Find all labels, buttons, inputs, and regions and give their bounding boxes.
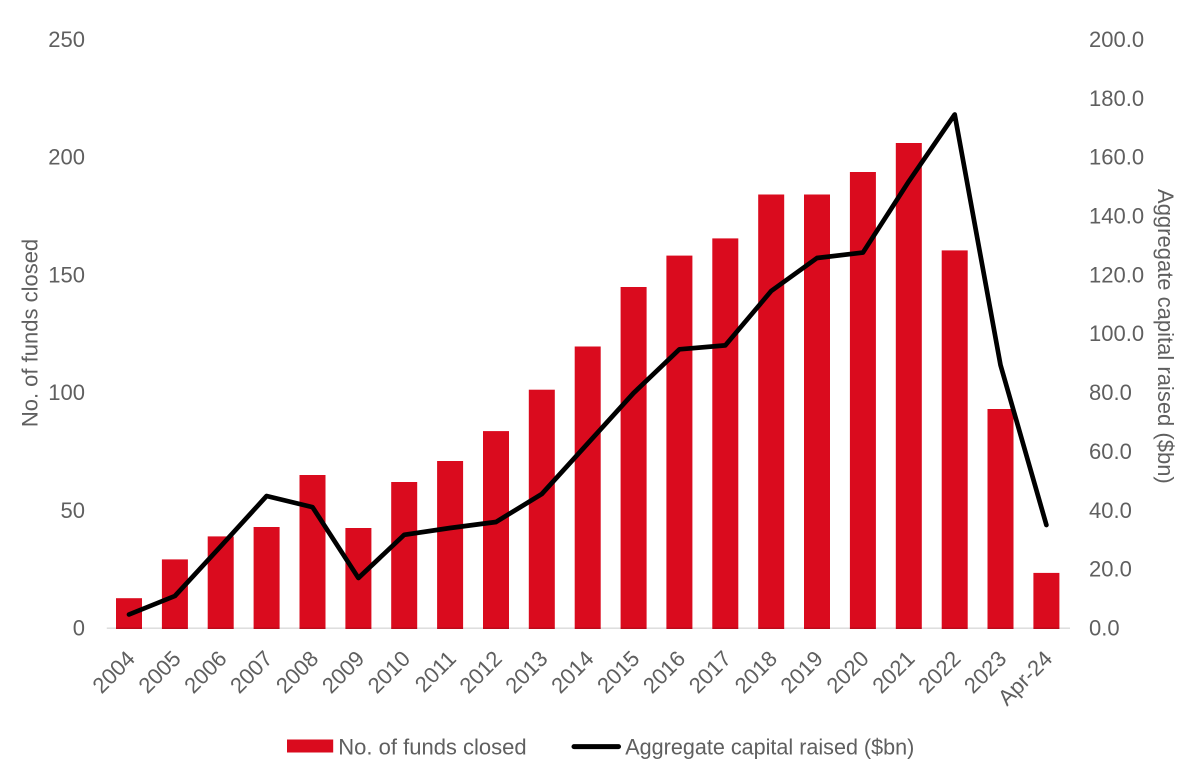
svg-text:No. of funds closed: No. of funds closed xyxy=(18,239,43,427)
svg-text:40.0: 40.0 xyxy=(1089,498,1132,523)
svg-text:80.0: 80.0 xyxy=(1089,380,1132,405)
svg-text:No. of funds closed: No. of funds closed xyxy=(338,734,526,759)
svg-text:0.0: 0.0 xyxy=(1089,616,1120,641)
svg-text:50: 50 xyxy=(61,498,85,523)
svg-text:Aggregate capital raised ($bn): Aggregate capital raised ($bn) xyxy=(1153,189,1178,484)
svg-text:250: 250 xyxy=(48,27,85,52)
svg-text:150: 150 xyxy=(48,262,85,287)
svg-text:200.0: 200.0 xyxy=(1089,27,1144,52)
svg-text:140.0: 140.0 xyxy=(1089,204,1144,229)
svg-text:200: 200 xyxy=(48,145,85,170)
svg-text:0: 0 xyxy=(73,616,85,641)
svg-text:120.0: 120.0 xyxy=(1089,262,1144,287)
svg-text:100.0: 100.0 xyxy=(1089,321,1144,346)
svg-text:20.0: 20.0 xyxy=(1089,557,1132,582)
svg-text:180.0: 180.0 xyxy=(1089,86,1144,111)
svg-text:160.0: 160.0 xyxy=(1089,145,1144,170)
svg-text:100: 100 xyxy=(48,380,85,405)
svg-text:60.0: 60.0 xyxy=(1089,439,1132,464)
svg-text:Aggregate capital raised ($bn): Aggregate capital raised ($bn) xyxy=(625,734,914,759)
